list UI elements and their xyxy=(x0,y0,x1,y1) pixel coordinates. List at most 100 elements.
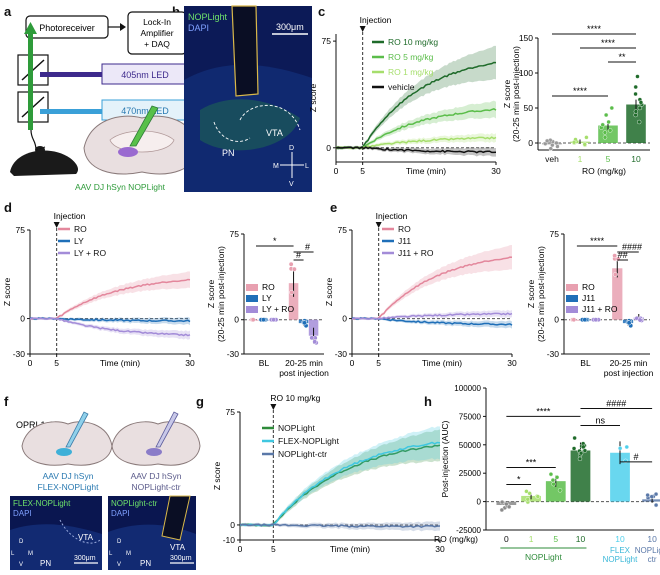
data-point xyxy=(653,502,659,508)
bar-0 xyxy=(612,268,623,320)
data-point xyxy=(499,507,505,513)
x-cat-label: 20-25 min xyxy=(610,358,648,368)
x-cat-label: BL xyxy=(580,358,591,368)
mouse-ear-icon xyxy=(35,146,45,154)
x-tick-label: veh xyxy=(545,154,559,164)
panel-b-image: NOPLight DAPI 300μm VTA PN D V M L xyxy=(184,5,312,192)
y-tick-label: 75000 xyxy=(459,412,482,421)
pn-outline xyxy=(213,121,251,142)
y-tick-label: -30 xyxy=(13,349,26,359)
sig-label: * xyxy=(517,475,521,485)
group-label-2: ctr xyxy=(648,555,657,564)
legend-swatch xyxy=(246,306,258,313)
implant-icon-1 xyxy=(65,411,89,448)
y-axis-label: Z score xyxy=(526,280,536,309)
data-point xyxy=(548,471,554,477)
data-point xyxy=(524,489,529,494)
ctr-img-dapi: DAPI xyxy=(111,509,130,518)
legend-label: J11 + RO xyxy=(398,248,434,258)
y-tick-label: 75 xyxy=(322,36,332,46)
group-label: FLEX xyxy=(610,546,631,555)
data-point xyxy=(582,142,587,147)
flex-img-label: FLEX-NOPLight xyxy=(13,499,71,508)
y-axis-label: Z score xyxy=(502,80,512,109)
legend-label: RO 1 mg/kg xyxy=(388,67,434,77)
x-tick-label: 10 xyxy=(647,534,657,544)
sig-label: # xyxy=(305,242,310,252)
brain-icon-1 xyxy=(21,421,113,466)
sig-label: **** xyxy=(587,24,602,34)
data-point xyxy=(291,266,297,272)
series-line-2 xyxy=(29,317,191,337)
sig-label: ** xyxy=(618,52,626,62)
data-point xyxy=(572,435,577,441)
data-point xyxy=(550,477,556,483)
data-point xyxy=(527,491,532,496)
y-tick-label: 50000 xyxy=(459,441,482,450)
data-point xyxy=(506,504,512,510)
data-point xyxy=(571,446,577,451)
y-tick-label: 50 xyxy=(524,103,534,113)
data-point xyxy=(600,122,605,128)
virus2-label-2: NOPLight-ctr xyxy=(131,482,180,492)
data-point xyxy=(571,140,577,145)
data-point xyxy=(638,100,644,105)
panel-f: OPRL1-Cre AAV DJ hSyn FLEX-NOPLight AAV … xyxy=(10,411,201,570)
y-tick-label: 0 xyxy=(230,520,235,530)
y-tick-label: 75 xyxy=(226,407,236,417)
data-point xyxy=(554,475,560,480)
led405-label: 405nm LED xyxy=(121,70,169,80)
legend-label: NOPLight xyxy=(278,423,315,433)
x-tick-label: 0 xyxy=(334,166,339,176)
data-point xyxy=(499,499,505,505)
data-point xyxy=(633,84,638,90)
x-tick-label: 5 xyxy=(360,166,365,176)
fiber-cable xyxy=(30,129,37,151)
injection-site-1 xyxy=(56,448,72,456)
compass-d: D xyxy=(289,145,294,152)
y-tick-label: -25000 xyxy=(456,526,481,535)
legend-label: RO 10 mg/kg xyxy=(388,37,438,47)
legend-swatch xyxy=(246,284,258,291)
y-axis-label: Z score xyxy=(308,84,318,113)
legend-label: vehicle xyxy=(388,82,415,92)
lockin-label-1: Lock-In xyxy=(143,17,171,27)
x-tick-label: 1 xyxy=(578,154,583,164)
y-tick-label: 0 xyxy=(528,138,533,148)
x-tick-label: 1 xyxy=(529,534,534,544)
data-point xyxy=(577,456,583,462)
led405-path xyxy=(40,72,102,77)
green-signal xyxy=(200,99,300,151)
pn-label-f2: PN xyxy=(140,559,151,568)
data-point xyxy=(617,446,623,451)
dapi-label: DAPI xyxy=(188,23,209,33)
data-point xyxy=(609,105,615,111)
bar xyxy=(642,499,660,502)
y-tick-label: 75 xyxy=(16,225,26,235)
sig-label: #### xyxy=(606,398,626,408)
data-point xyxy=(637,105,643,111)
data-point xyxy=(271,317,277,323)
led470-label: 470nm LED xyxy=(121,106,169,116)
compass-m-f1: M xyxy=(28,551,33,557)
y-axis-label: Z score xyxy=(212,462,222,491)
x-axis-label: Time (min) xyxy=(330,544,370,554)
panel-a-schematic: Photoreceiver Lock-In Amplifier + DAQ 40… xyxy=(10,11,199,192)
scale-label-f1: 300μm xyxy=(74,555,96,562)
legend-label: J11 xyxy=(582,293,595,303)
virus-label: AAV DJ hSyn NOPLight xyxy=(75,182,166,192)
sig-label: **** xyxy=(536,406,551,416)
injection-marker-icon xyxy=(53,222,60,228)
y-tick-label: -30 xyxy=(547,349,560,359)
series-line-0 xyxy=(351,256,513,320)
data-point xyxy=(581,444,586,450)
y-tick-label: 75 xyxy=(338,225,348,235)
injection-marker-icon xyxy=(270,404,277,410)
bar xyxy=(626,104,646,143)
data-point xyxy=(624,444,629,450)
y-tick-label: 75 xyxy=(550,229,560,239)
panel-letter-a: a xyxy=(4,4,12,19)
sig-label: **** xyxy=(590,236,605,246)
